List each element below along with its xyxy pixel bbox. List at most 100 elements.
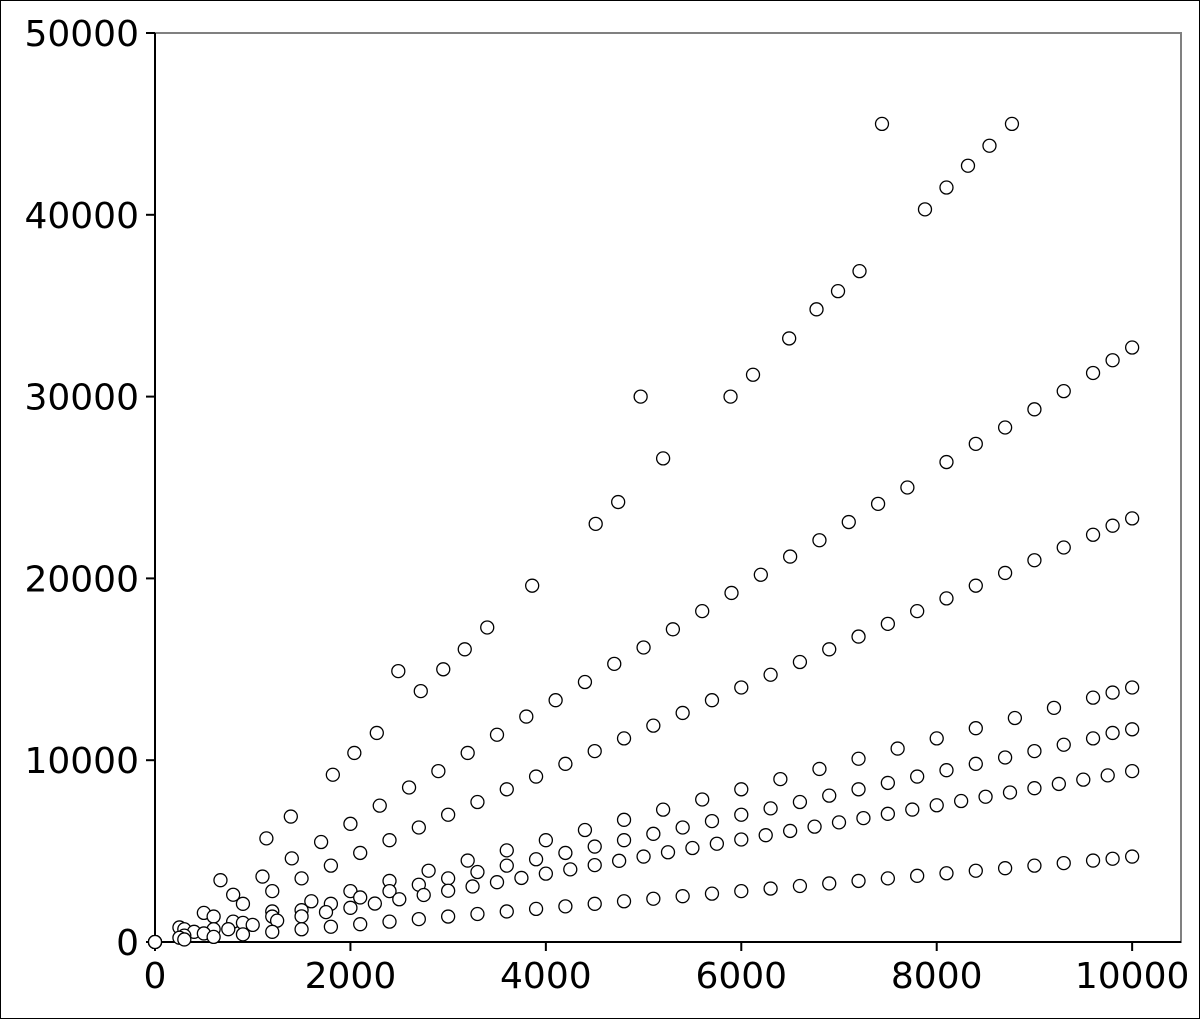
data-point [900,480,915,495]
data-point [1046,700,1062,715]
data-point [960,158,976,173]
data-point [822,876,837,891]
data-point [773,771,788,787]
data-point [588,516,603,532]
data-point [411,820,426,835]
data-point [436,662,451,677]
data-point [611,853,627,868]
data-point [528,852,544,867]
data-point [369,725,384,741]
data-point [283,809,298,824]
data-point [587,857,602,873]
data-point [1105,685,1120,700]
data-point [457,642,472,657]
data-point [851,629,866,644]
data-point [255,869,270,884]
data-point [1004,116,1020,132]
data-point [939,866,954,881]
data-point [1124,849,1140,864]
data-point [997,861,1013,876]
data-point [611,494,626,510]
data-point [1105,851,1120,866]
y-tick-label: 10000 [24,741,139,782]
data-point [704,693,720,708]
data-point [284,851,299,866]
data-point [745,367,761,382]
data-point [470,864,485,880]
data-point [704,886,720,901]
data-point [1007,710,1023,726]
data-point [782,331,797,346]
data-point [812,533,827,548]
data-point [841,514,856,530]
data-point [753,567,768,582]
data-point [304,894,319,909]
y-tick-label: 40000 [24,196,139,237]
data-point [382,833,397,848]
data-point [724,585,739,601]
data-point [695,792,710,807]
data-point [470,906,485,922]
data-point [782,823,798,839]
data-point [929,798,944,813]
data-point [265,924,280,939]
data-point [548,693,563,708]
data-point [782,549,798,564]
data-point [1124,340,1140,355]
data-point [830,284,846,299]
data-point [460,853,475,868]
data-point [646,826,661,841]
data-point [616,894,632,909]
data-point [1105,353,1120,368]
data-point [807,819,822,834]
data-point [440,909,456,924]
data-point [665,622,681,637]
data-point [1027,743,1042,759]
data-point [917,202,933,217]
data-point [245,917,260,933]
data-point [822,642,837,657]
data-point [997,750,1013,765]
data-point [1124,763,1140,779]
data-point [910,603,925,619]
data-point [646,891,661,906]
data-point [655,451,671,466]
data-point [734,807,749,822]
data-point [723,389,738,404]
data-point [874,116,890,132]
x-tick-label: 4000 [500,956,592,997]
data-point [519,709,534,724]
data-point [323,919,339,934]
data-point [851,782,866,797]
data-point [392,892,407,907]
data-point [910,769,925,784]
data-point [213,873,228,888]
data-point [616,731,632,746]
data-point [489,727,505,742]
data-point [905,802,920,817]
data-point [880,871,896,886]
data-point [413,683,428,699]
series-3 [147,680,1140,950]
data-point [1076,772,1091,787]
data-point [514,870,529,886]
data-point [294,871,309,886]
data-point [812,761,827,777]
data-point [1085,853,1101,868]
data-points [147,116,1140,950]
data-point [480,620,495,635]
data-point [1056,383,1071,399]
data-point [460,745,475,761]
axes: 0 10000 20000 30000 40000 50000 0 2000 4000 6000 8… [24,14,1189,997]
data-point [416,887,431,903]
data-point [675,705,690,721]
data-point [265,883,280,899]
data-point [646,718,661,733]
data-point [792,654,808,670]
data-point [734,883,749,899]
data-point [577,822,593,838]
data-point [235,927,251,942]
data-point [206,909,221,924]
data-point [939,180,954,195]
